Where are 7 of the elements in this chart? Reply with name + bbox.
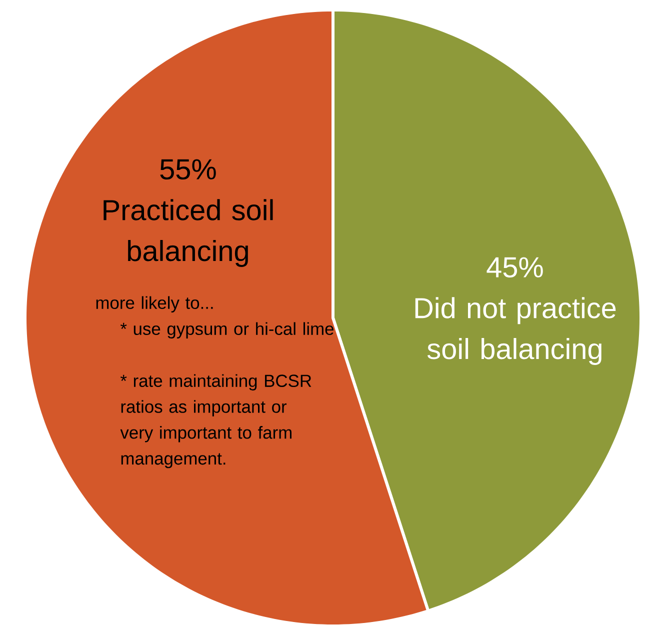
text: * use gypsum or hi-cal lime [120, 322, 334, 338]
slice-label: Did not practice soil balancing [415, 297, 616, 365]
text: more likely to... [96, 296, 213, 312]
slice-label: Practiced soil balancing [104, 199, 273, 267]
data-label: 55% [160, 159, 216, 180]
text: * rate maintaining BCSR ratios as important or very important to farm management. [120, 374, 312, 468]
data-label: 45% [486, 257, 543, 278]
